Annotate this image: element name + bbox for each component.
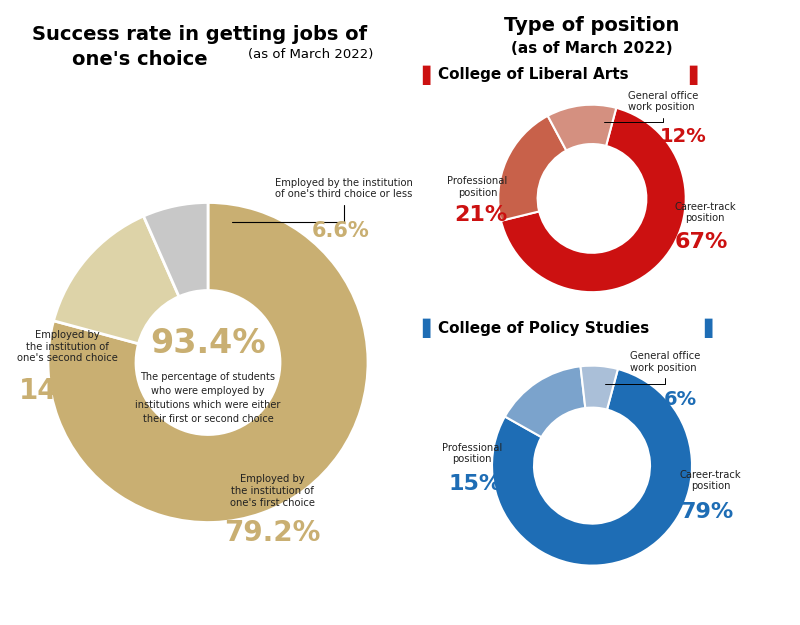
Text: Professional
position: Professional position xyxy=(447,176,508,198)
Wedge shape xyxy=(492,369,692,566)
Wedge shape xyxy=(505,366,586,437)
Text: Employed by the institution
of one's third choice or less: Employed by the institution of one's thi… xyxy=(231,177,413,222)
Text: 93.4%: 93.4% xyxy=(150,327,266,360)
Wedge shape xyxy=(548,105,616,151)
Text: 14.2%: 14.2% xyxy=(19,378,115,405)
Text: (as of March 2022): (as of March 2022) xyxy=(248,48,374,61)
Text: 12%: 12% xyxy=(659,127,706,146)
Wedge shape xyxy=(498,116,566,221)
Text: 79%: 79% xyxy=(680,502,734,522)
Text: 21%: 21% xyxy=(454,205,508,225)
Text: Career-track
position: Career-track position xyxy=(680,470,742,491)
Text: 15%: 15% xyxy=(449,474,502,494)
Text: College of Policy Studies: College of Policy Studies xyxy=(438,321,650,336)
Text: 6%: 6% xyxy=(664,390,697,409)
Text: College of Liberal Arts: College of Liberal Arts xyxy=(438,68,629,82)
Text: Success rate in getting jobs of: Success rate in getting jobs of xyxy=(33,25,367,44)
Wedge shape xyxy=(54,216,179,344)
Text: ▌: ▌ xyxy=(704,318,719,338)
Text: The percentage of students
who were employed by
institutions which were either
t: The percentage of students who were empl… xyxy=(135,372,281,424)
Text: Professional
position: Professional position xyxy=(442,443,502,464)
Text: Employed by
the institution of
one's second choice: Employed by the institution of one's sec… xyxy=(17,330,118,363)
Text: Employed by
the institution of
one's first choice: Employed by the institution of one's fir… xyxy=(230,474,314,508)
Text: General office
work position: General office work position xyxy=(605,351,700,384)
Wedge shape xyxy=(501,108,686,292)
Text: ▌: ▌ xyxy=(422,318,438,338)
Text: General office
work position: General office work position xyxy=(604,91,698,121)
Text: 79.2%: 79.2% xyxy=(224,519,320,548)
Text: 67%: 67% xyxy=(674,231,728,251)
Wedge shape xyxy=(143,202,208,297)
Wedge shape xyxy=(48,202,368,522)
Text: 6.6%: 6.6% xyxy=(312,221,370,241)
Text: Type of position: Type of position xyxy=(504,16,680,34)
Text: ▌: ▌ xyxy=(422,65,438,84)
Text: Career-track
position: Career-track position xyxy=(674,202,736,223)
Text: (as of March 2022): (as of March 2022) xyxy=(511,41,673,56)
Text: one's choice: one's choice xyxy=(72,50,208,69)
Wedge shape xyxy=(581,366,618,409)
Text: ▌: ▌ xyxy=(690,65,705,84)
